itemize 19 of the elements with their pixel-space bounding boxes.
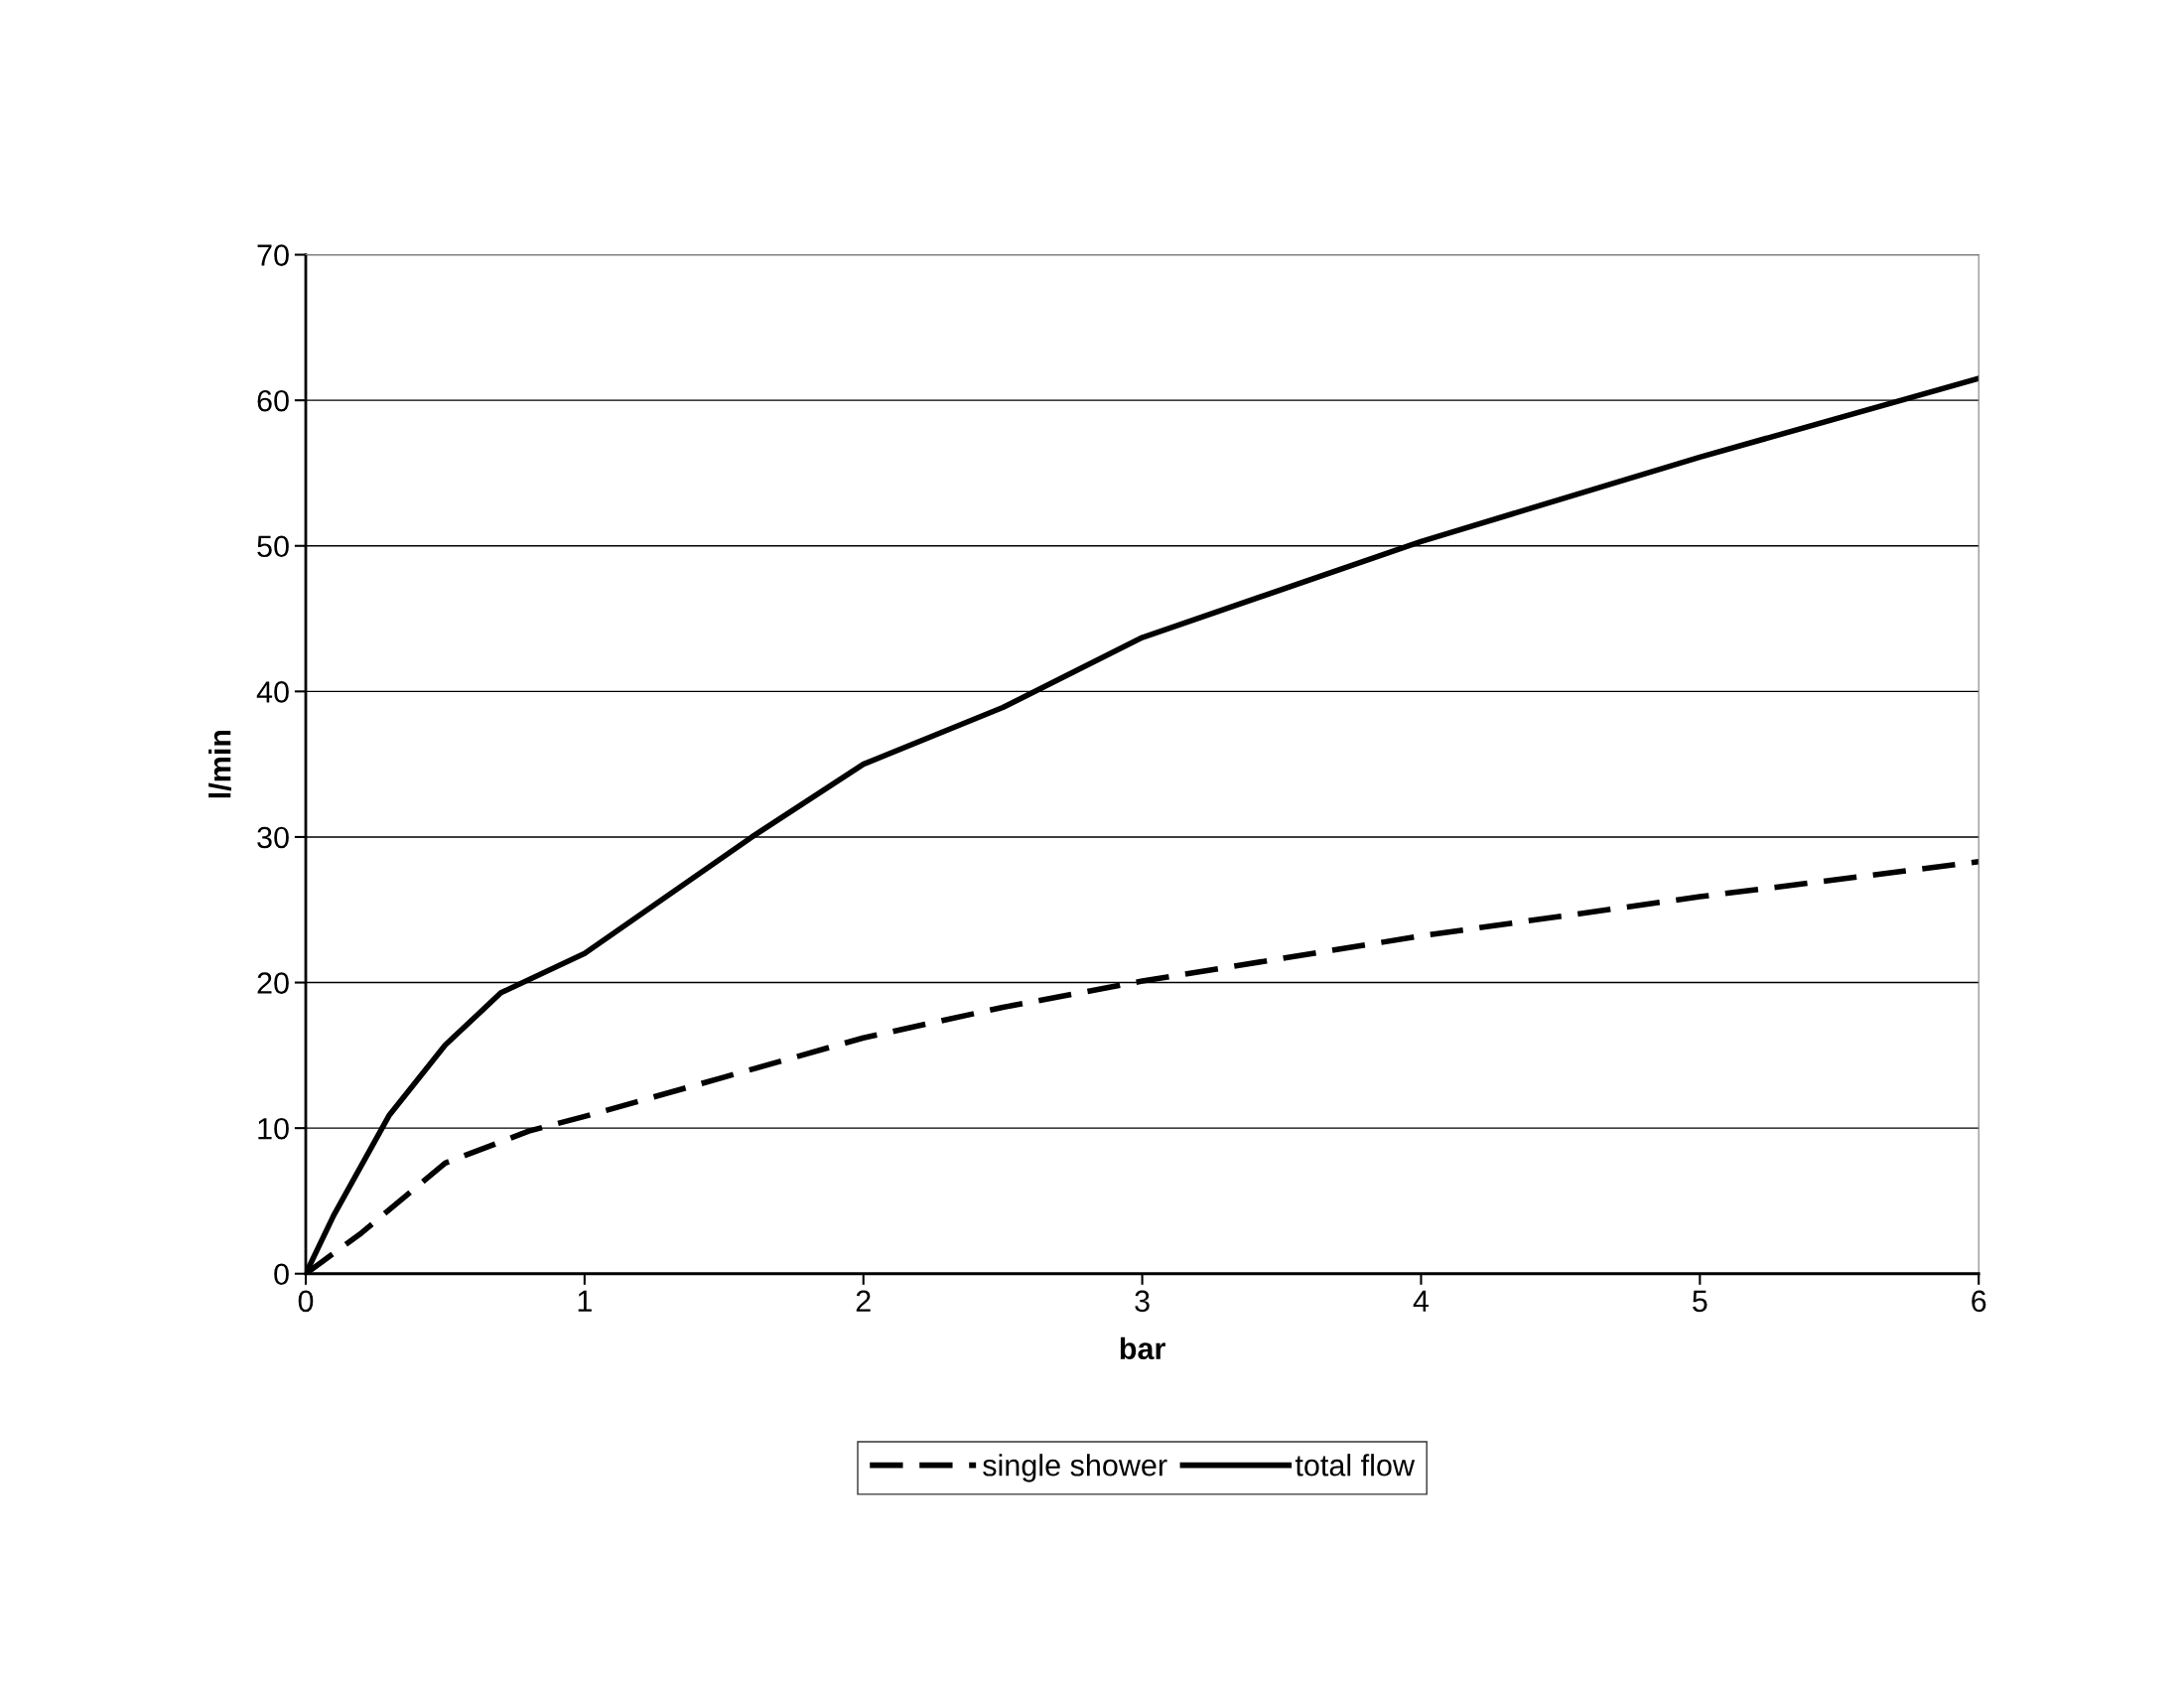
y-tick-label: 0 — [274, 1263, 289, 1286]
y-tick-label: 30 — [257, 826, 289, 849]
legend-label: total flow — [1295, 1454, 1416, 1476]
legend-label: single shower — [983, 1454, 1167, 1482]
y-tick-label: 20 — [257, 972, 289, 994]
x-tick-label: 4 — [1413, 1290, 1430, 1312]
x-tick-label: 6 — [1972, 1290, 1986, 1313]
x-tick-label: 3 — [1135, 1290, 1150, 1313]
y-tick-label: 70 — [257, 244, 289, 266]
y-tick-label: 40 — [256, 681, 289, 703]
x-tick-label: 5 — [1693, 1290, 1707, 1313]
y-tick-label: 50 — [257, 535, 289, 558]
y-axis-title: l/min — [208, 730, 231, 798]
x-tick-label: 0 — [298, 1290, 314, 1313]
x-tick-label: 2 — [856, 1290, 871, 1312]
x-tick-label: 1 — [578, 1290, 592, 1312]
x-axis-title: bar — [1120, 1336, 1165, 1360]
y-tick-label: 10 — [258, 1117, 289, 1140]
y-tick-label: 60 — [257, 389, 289, 412]
